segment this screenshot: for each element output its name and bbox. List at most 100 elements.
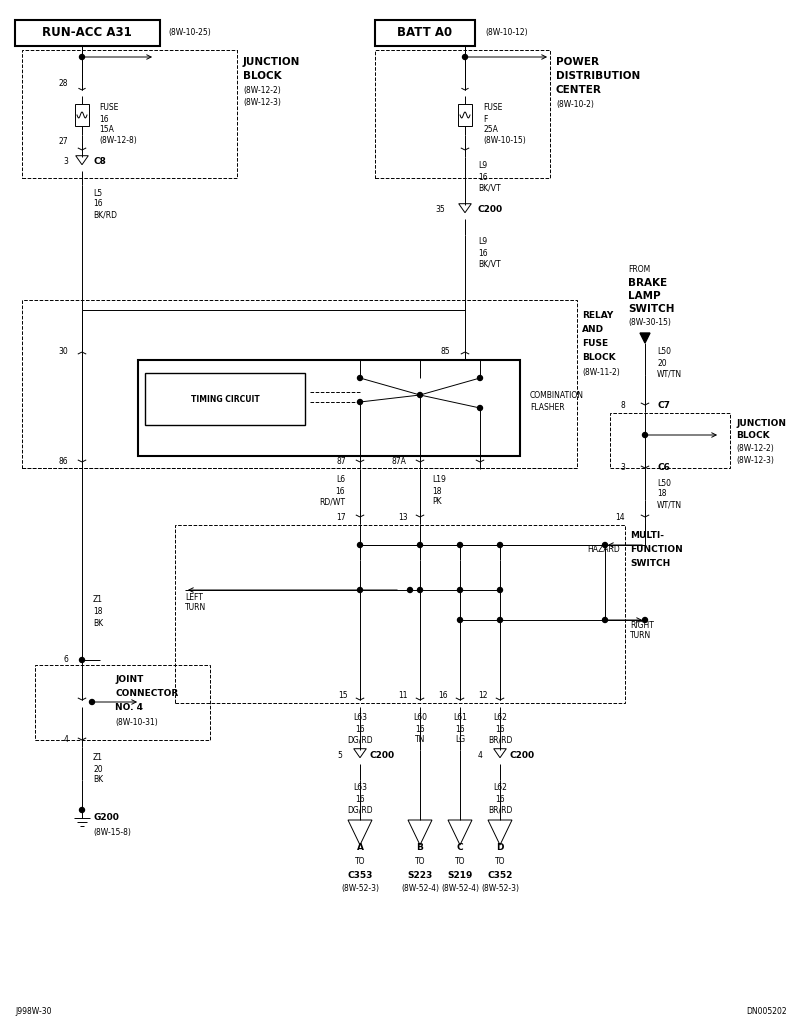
Text: (8W-52-3): (8W-52-3) [341,885,379,894]
Circle shape [497,588,503,593]
Text: BRAKE: BRAKE [628,278,667,288]
Text: (8W-52-3): (8W-52-3) [481,885,519,894]
Text: TURN: TURN [630,631,651,640]
Text: G200: G200 [93,813,119,822]
Text: 20: 20 [93,765,103,773]
Text: LEFT: LEFT [185,594,203,602]
Circle shape [418,543,423,548]
Circle shape [463,54,468,59]
Text: S219: S219 [448,871,472,881]
Text: JUNCTION: JUNCTION [243,57,301,67]
Text: C200: C200 [477,206,502,214]
Polygon shape [640,333,650,343]
Text: L62: L62 [493,714,507,723]
Text: COMBINATION: COMBINATION [530,390,584,399]
Text: L63: L63 [353,783,367,793]
Text: (8W-12-8): (8W-12-8) [99,136,137,145]
Text: BK: BK [93,620,103,629]
Bar [75,104,89,126]
Text: 28: 28 [59,79,68,87]
Text: 13: 13 [399,512,408,521]
Circle shape [602,617,607,623]
Text: SWITCH: SWITCH [628,304,674,314]
Text: L50: L50 [657,478,671,487]
Circle shape [497,543,503,548]
Bar [375,50,550,178]
Text: 18: 18 [657,489,666,499]
Circle shape [358,376,363,381]
Text: F: F [483,115,488,124]
Text: (8W-10-12): (8W-10-12) [485,29,528,38]
Text: 16: 16 [478,172,488,181]
Circle shape [79,657,84,663]
Text: L9: L9 [478,238,487,247]
Circle shape [457,617,463,623]
Bar [145,373,305,425]
Text: 12: 12 [479,690,488,699]
Text: LG: LG [455,735,465,744]
Text: CENTER: CENTER [556,85,602,95]
Text: 5: 5 [337,751,342,760]
Text: 16: 16 [415,725,425,733]
Bar [35,665,210,740]
Text: RIGHT: RIGHT [630,621,654,630]
Circle shape [90,699,95,705]
Text: RELAY: RELAY [582,311,614,321]
Text: BLOCK: BLOCK [736,431,770,440]
Text: 3: 3 [63,158,68,167]
Text: TO: TO [415,857,425,866]
Text: DG/RD: DG/RD [347,806,373,814]
Text: 3: 3 [620,464,625,472]
Text: BK/VT: BK/VT [478,259,500,268]
Text: (8W-15-8): (8W-15-8) [93,827,131,837]
Text: L60: L60 [413,714,427,723]
Text: WT/TN: WT/TN [657,501,683,510]
Text: TURN: TURN [185,603,206,612]
Bar [22,50,237,178]
Circle shape [602,543,607,548]
Text: TO: TO [495,857,505,866]
Text: (8W-10-25): (8W-10-25) [168,29,211,38]
Text: (8W-10-15): (8W-10-15) [483,136,526,145]
Text: (8W-30-15): (8W-30-15) [628,317,671,327]
Circle shape [79,808,84,812]
Text: J998W-30: J998W-30 [15,1008,51,1017]
Text: FLASHER: FLASHER [530,403,565,413]
Text: 86: 86 [59,458,68,467]
Text: Z1: Z1 [93,754,103,763]
Text: 30: 30 [59,347,68,356]
Text: 15: 15 [338,690,348,699]
Text: AND: AND [582,326,604,335]
Text: 4: 4 [63,735,68,744]
Text: C6: C6 [657,464,670,472]
Text: 87A: 87A [391,458,406,467]
Text: 16: 16 [335,486,345,496]
Text: NO. 4: NO. 4 [115,703,143,713]
Text: 85: 85 [440,347,450,356]
Text: JUNCTION: JUNCTION [736,419,786,427]
Text: 4: 4 [477,751,482,760]
Text: (8W-12-3): (8W-12-3) [243,97,281,106]
Text: RD/WT: RD/WT [319,498,345,507]
Text: FUNCTION: FUNCTION [630,546,683,555]
Circle shape [358,399,363,404]
Text: PK: PK [432,498,442,507]
Text: Z1: Z1 [93,596,103,604]
Text: DG/RD: DG/RD [347,735,373,744]
Text: 15A: 15A [99,125,114,133]
Text: BR/RD: BR/RD [488,806,512,814]
Text: FUSE: FUSE [582,340,608,348]
Text: FUSE: FUSE [483,103,502,113]
Text: BK/VT: BK/VT [478,183,500,193]
Text: 18: 18 [93,607,103,616]
Text: BR/RD: BR/RD [488,735,512,744]
Text: D: D [496,843,504,852]
Text: C: C [456,843,464,852]
Text: (8W-10-2): (8W-10-2) [556,99,593,109]
Bar [22,300,577,468]
Text: 17: 17 [336,512,346,521]
Text: JOINT: JOINT [115,676,144,684]
Text: 11: 11 [399,690,408,699]
Circle shape [358,588,363,593]
Text: 35: 35 [435,206,445,214]
